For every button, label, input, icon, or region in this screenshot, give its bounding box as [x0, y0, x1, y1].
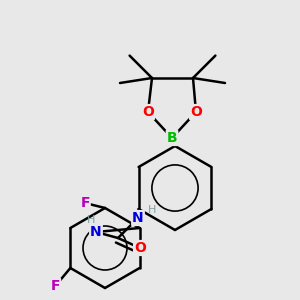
Text: N: N [132, 211, 144, 225]
Text: H: H [148, 205, 156, 215]
Text: O: O [134, 241, 146, 255]
Text: F: F [51, 279, 60, 293]
Text: O: O [142, 105, 154, 119]
Text: O: O [190, 105, 202, 119]
Text: H: H [87, 215, 95, 225]
Text: F: F [80, 196, 90, 210]
Text: B: B [167, 131, 177, 145]
Text: N: N [90, 225, 102, 239]
